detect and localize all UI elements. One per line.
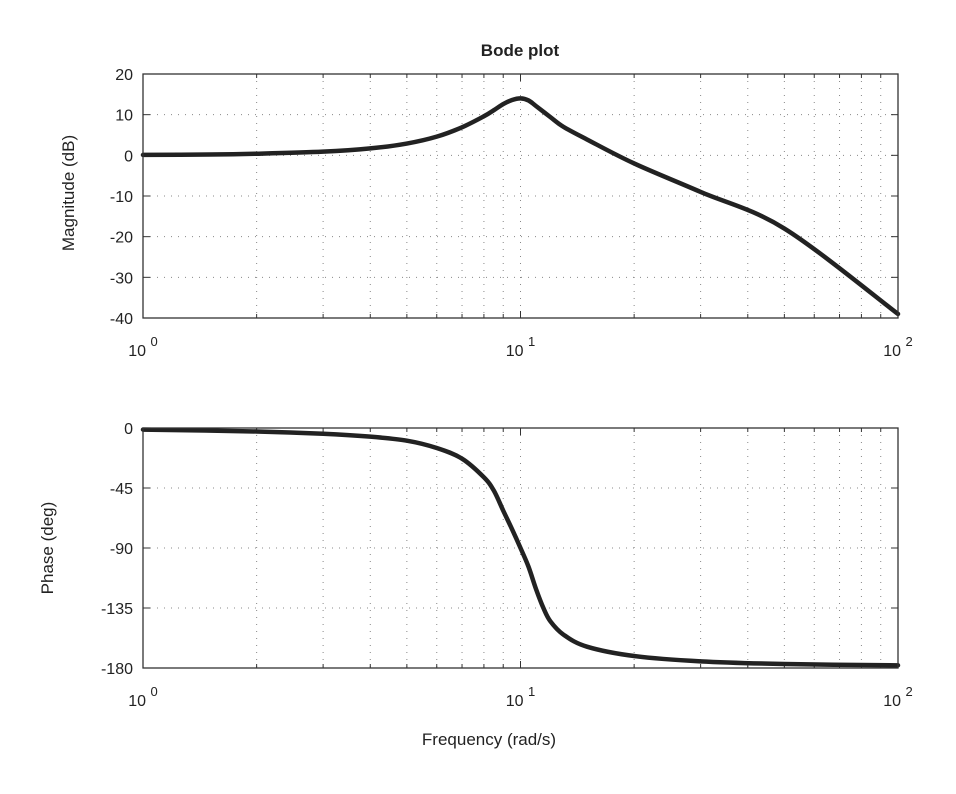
y-tick-label: -45: [110, 481, 133, 498]
x-tick-label: 10 1: [506, 684, 535, 710]
phase-panel: 0 -45 -90 -135 -180 10 0 10 1 10 2 Phase (deg): [38, 421, 913, 710]
magnitude-y-axis-label: Magnitude (dB): [59, 135, 78, 251]
magnitude-ticks: [142, 73, 899, 319]
magnitude-y-tick-labels: 20 10 0 -10 -20 -30 -40: [110, 67, 133, 328]
phase-curve: [140, 427, 901, 668]
magnitude-x-tick-labels: 10 0 10 1 10 2: [128, 334, 912, 360]
y-tick-label: 0: [124, 421, 133, 438]
phase-axes-frame: [142, 427, 899, 669]
y-tick-label: -10: [110, 189, 133, 206]
y-tick-label: -20: [110, 230, 133, 247]
y-tick-label: -90: [110, 541, 133, 558]
y-tick-label: -180: [101, 661, 133, 678]
y-tick-label: -40: [110, 311, 133, 328]
magnitude-curve: [140, 96, 901, 317]
y-tick-label: -30: [110, 270, 133, 287]
y-tick-label: 20: [115, 67, 133, 84]
y-tick-label: -135: [101, 601, 133, 618]
x-tick-label: 10 0: [128, 684, 157, 710]
phase-y-axis-label: Phase (deg): [38, 502, 57, 595]
y-tick-label: 0: [124, 148, 133, 165]
x-tick-label: 10 2: [883, 684, 912, 710]
x-tick-label: 10 2: [883, 334, 912, 360]
phase-x-tick-labels: 10 0 10 1 10 2: [128, 684, 912, 710]
x-axis-label: Frequency (rad/s): [422, 730, 556, 749]
chart-title: Bode plot: [481, 41, 560, 60]
phase-y-tick-labels: 0 -45 -90 -135 -180: [101, 421, 133, 678]
magnitude-panel: 20 10 0 -10 -20 -30 -40 10 0 10 1 10 2 Magnitude…: [59, 67, 913, 360]
x-tick-label: 10 0: [128, 334, 157, 360]
y-tick-label: 10: [115, 108, 133, 125]
x-tick-label: 10 1: [506, 334, 535, 360]
magnitude-axes-frame: [142, 73, 899, 319]
magnitude-grid: [143, 74, 898, 318]
